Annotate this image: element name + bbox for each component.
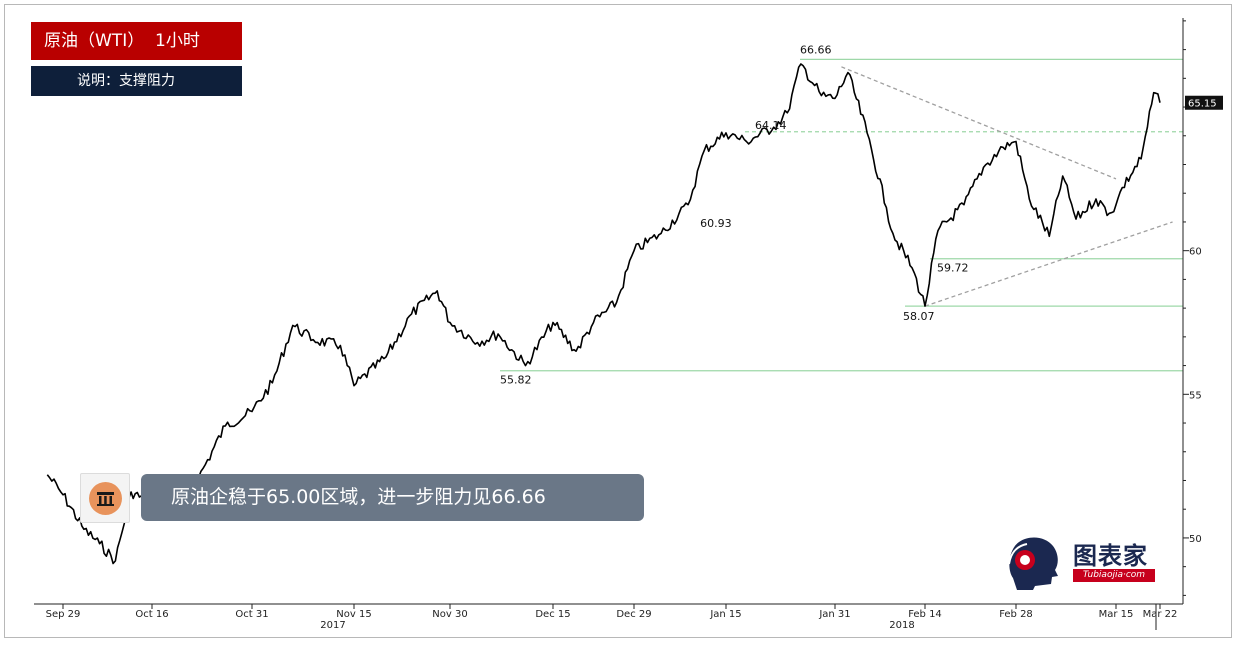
level-label-59.72: 59.72 [937, 262, 969, 275]
callout-icon-tile [80, 473, 130, 523]
x-tick-label-Mar-22: Mar 22 [1143, 609, 1178, 620]
x-tick-label-Sep-29: Sep 29 [46, 609, 81, 620]
y-tick-label-55: 55 [1189, 390, 1202, 401]
x-tick-label-Dec-15: Dec 15 [535, 609, 570, 620]
x-tick-label-Mar-15: Mar 15 [1099, 609, 1134, 620]
x-tick-label-Oct-16: Oct 16 [135, 609, 168, 620]
x-tick-label-Feb-14: Feb 14 [908, 609, 942, 620]
level-label-64.14: 64.14 [755, 119, 787, 132]
brand-logo: 图表家 Tubiaojia·com [1005, 534, 1165, 590]
current-price-label: 65.15 [1188, 99, 1217, 110]
x-tick-label-Oct-31: Oct 31 [235, 609, 268, 620]
trendline-resistance [841, 66, 1117, 180]
x-tick-label-Dec-29: Dec 29 [616, 609, 651, 620]
chart-subtitle: 说明：支撑阻力 [31, 66, 242, 96]
y-tick-label-60: 60 [1189, 247, 1202, 258]
annotation-60.93: 60.93 [700, 217, 732, 230]
current-price-badge [1185, 95, 1223, 110]
chart-frame [4, 4, 1232, 638]
x-tick-label-Feb-28: Feb 28 [999, 609, 1033, 620]
support-resistance-levels [500, 58, 1183, 372]
y-tick-label-50: 50 [1189, 534, 1202, 545]
bank-icon [89, 482, 122, 515]
x-tick-label-Nov-30: Nov 30 [432, 609, 467, 620]
trendlines [841, 66, 1173, 307]
level-label-58.07: 58.07 [903, 310, 935, 323]
year-label-2018: 2018 [889, 620, 914, 631]
logo-url: Tubiaojia·com [1073, 569, 1155, 582]
x-tick-label-Nov-15: Nov 15 [336, 609, 371, 620]
trendline-support [924, 221, 1173, 307]
analysis-callout: 原油企稳于65.00区域，进一步阻力见66.66 [141, 474, 644, 521]
logo-wordmark: 图表家 [1073, 542, 1148, 570]
chart-title: 原油（WTI） 1小时 [31, 22, 242, 60]
axes: 50 55 60 65.15 Sep 29 Oct 16 Oct 31 Nov 15 Nov 3… [34, 18, 1223, 631]
robot-head-icon [1008, 537, 1058, 590]
price-series-line [46, 63, 1161, 565]
level-labels: 66.66 64.14 59.72 58.07 55.82 60.93 [500, 43, 969, 386]
year-label-2017: 2017 [320, 620, 345, 631]
level-label-66.66: 66.66 [800, 43, 832, 56]
x-tick-label-Jan-31: Jan 31 [818, 609, 850, 620]
x-tick-label-Jan-15: Jan 15 [709, 609, 741, 620]
level-label-55.82: 55.82 [500, 374, 532, 387]
